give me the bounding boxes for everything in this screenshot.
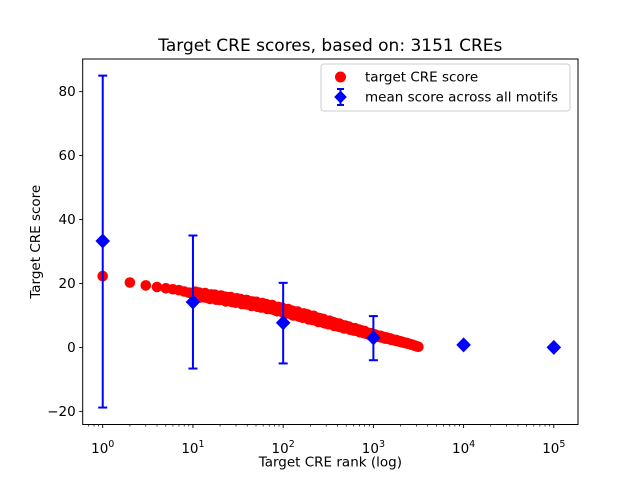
mean-score-diamond	[456, 337, 471, 353]
mean-errorbar	[546, 339, 562, 355]
x-tick-label: 101	[181, 439, 204, 457]
y-tick-label: 80	[59, 84, 76, 100]
x-tick-label: 100	[91, 439, 114, 457]
x-tick-label: 105	[542, 439, 565, 457]
y-tick-label: 20	[59, 276, 76, 292]
x-tick-label: 104	[452, 439, 475, 457]
mean-score-diamond	[546, 339, 562, 355]
mean-score-diamond	[275, 315, 291, 331]
mean-score-diamond	[185, 294, 201, 310]
target-score-dot	[151, 281, 163, 293]
y-axis-label: Target CRE score	[28, 185, 44, 300]
mean-score-series	[95, 74, 562, 409]
mean-errorbar	[456, 337, 471, 353]
y-tick-label: 40	[59, 212, 76, 228]
x-axis-label: Target CRE rank (log)	[258, 455, 402, 471]
x-axis: 100 101 102 103 104 105	[88, 424, 565, 457]
legend-target-marker-icon	[335, 71, 346, 83]
axes-frame	[82, 58, 579, 425]
mean-errorbar	[275, 281, 291, 365]
legend-entry-mean: mean score across all motifs	[365, 90, 558, 106]
target-cre-score-series	[97, 270, 424, 353]
x-tick-label: 103	[362, 439, 385, 457]
y-tick-label: 0	[67, 340, 76, 356]
axis-titles: Target CRE scores, based on: 3151 CREs Ta…	[28, 36, 503, 471]
target-score-dot	[124, 277, 136, 288]
y-tick-label: −20	[47, 404, 76, 420]
legend-mean-marker-icon	[334, 90, 347, 104]
legend: target CRE score mean score across all mo…	[320, 63, 571, 112]
mean-errorbar	[95, 74, 111, 409]
mean-score-diamond	[95, 233, 111, 249]
mean-errorbar	[366, 315, 381, 362]
y-tick-label: 60	[59, 148, 76, 164]
target-score-dot	[413, 341, 424, 353]
mean-score-diamond	[366, 330, 381, 346]
mean-errorbar	[185, 234, 201, 370]
legend-entry-target: target CRE score	[365, 70, 478, 86]
chart-title: Target CRE scores, based on: 3151 CREs	[157, 36, 502, 56]
x-tick-label: 102	[272, 439, 295, 457]
target-score-dot	[140, 280, 152, 291]
legend-box	[320, 63, 571, 112]
y-axis: −20 0 20 40 60 80	[47, 84, 83, 420]
